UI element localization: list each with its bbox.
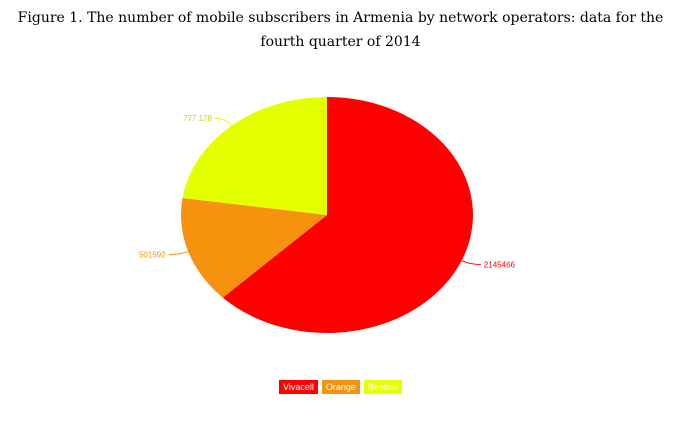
- chart-title: Figure 1. The number of mobile subscribe…: [17, 10, 664, 50]
- leader-line-vivacell: [461, 260, 481, 266]
- legend-item-beeline[interactable]: Beeline: [363, 380, 402, 394]
- leader-line-beeline: [214, 117, 232, 127]
- legend-item-orange[interactable]: Orange: [321, 380, 360, 394]
- pie-slice-vivacell[interactable]: [222, 97, 474, 333]
- pie-slice-beeline[interactable]: [182, 97, 327, 215]
- pie-slice-orange[interactable]: [181, 197, 327, 298]
- data-label-vivacell: 2145466: [484, 261, 516, 270]
- chart-legend: Vivacell Orange Beeline: [0, 380, 681, 394]
- data-label-beeline: 777 178: [183, 114, 212, 123]
- data-label-orange: 501592: [139, 251, 166, 260]
- legend-item-vivacell[interactable]: Vivacell: [279, 380, 318, 394]
- leader-line-orange: [168, 251, 189, 256]
